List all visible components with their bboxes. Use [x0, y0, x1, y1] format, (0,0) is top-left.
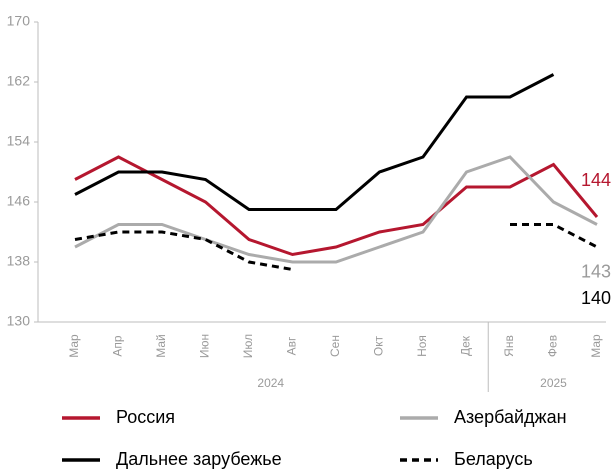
- value-label: 143: [581, 261, 611, 281]
- y-tick-label: 146: [7, 193, 31, 209]
- x-tick-label: Мар: [67, 334, 81, 358]
- series-line: [74, 73, 555, 211]
- x-tick-label: Мар: [589, 334, 603, 358]
- x-tick-label: Сен: [328, 335, 342, 357]
- x-tick-label: Авг: [285, 336, 299, 355]
- series-line: [74, 155, 599, 257]
- x-tick-label: Окт: [372, 335, 386, 356]
- legend-label: Азербайджан: [454, 407, 567, 427]
- legend-label: Беларусь: [454, 449, 533, 469]
- y-tick-label: 130: [7, 313, 31, 329]
- x-tick-label: Июл: [241, 334, 255, 358]
- x-tick-label: Май: [154, 334, 168, 358]
- legend-label: Россия: [116, 407, 175, 427]
- y-tick-label: 138: [7, 253, 31, 269]
- x-group-label: 2024: [257, 376, 284, 390]
- series-line: [74, 155, 598, 264]
- series-line: [74, 223, 598, 271]
- value-label: 144: [581, 170, 611, 190]
- x-group-label: 2025: [540, 376, 567, 390]
- x-tick-label: Фев: [546, 335, 560, 357]
- x-tick-label: Июн: [198, 334, 212, 358]
- x-tick-label: Дек: [459, 335, 473, 356]
- y-tick-label: 162: [7, 73, 31, 89]
- x-tick-label: Ноя: [415, 335, 429, 357]
- x-tick-label: Янв: [502, 335, 516, 357]
- x-tick-label: Апр: [111, 335, 125, 357]
- value-label: 140: [581, 288, 611, 308]
- legend-label: Дальнее зарубежье: [116, 449, 282, 469]
- y-tick-label: 154: [7, 133, 31, 149]
- y-tick-label: 170: [7, 13, 31, 29]
